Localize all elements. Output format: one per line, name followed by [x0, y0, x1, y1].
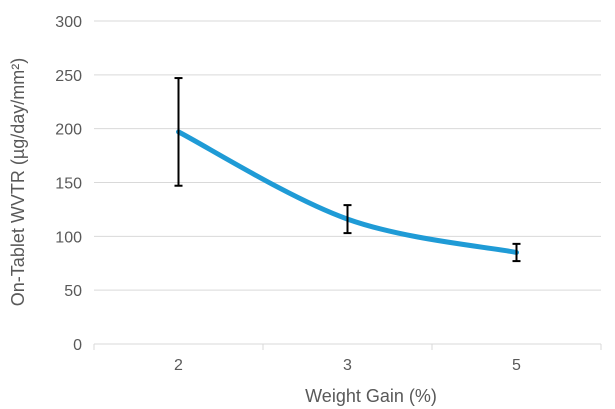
- y-tick-label: 150: [55, 176, 82, 193]
- x-tick-label: 5: [512, 357, 521, 374]
- x-tick-label: 2: [174, 357, 183, 374]
- y-axis-ticks: 0 50 100 150 200 250 300: [55, 14, 82, 354]
- gridlines: [94, 20, 601, 345]
- y-tick-label: 250: [55, 68, 82, 85]
- y-tick-label: 100: [55, 229, 82, 246]
- error-bar: [174, 77, 183, 187]
- error-bars: [174, 77, 521, 263]
- y-tick-label: 200: [55, 122, 82, 139]
- y-tick-label: 300: [55, 14, 82, 31]
- error-bar: [512, 242, 521, 263]
- x-axis-ticks: 2 3 5: [93, 344, 602, 374]
- x-tick-label: 3: [343, 357, 352, 374]
- series-layer: [176, 129, 519, 255]
- series-line: [176, 129, 519, 255]
- y-tick-label: 50: [64, 283, 82, 300]
- error-bar: [343, 204, 352, 235]
- y-axis-title: On-Tablet WVTR (µg/day/mm²): [8, 58, 28, 306]
- y-tick-label: 0: [73, 337, 82, 354]
- x-axis-title: Weight Gain (%): [305, 386, 437, 406]
